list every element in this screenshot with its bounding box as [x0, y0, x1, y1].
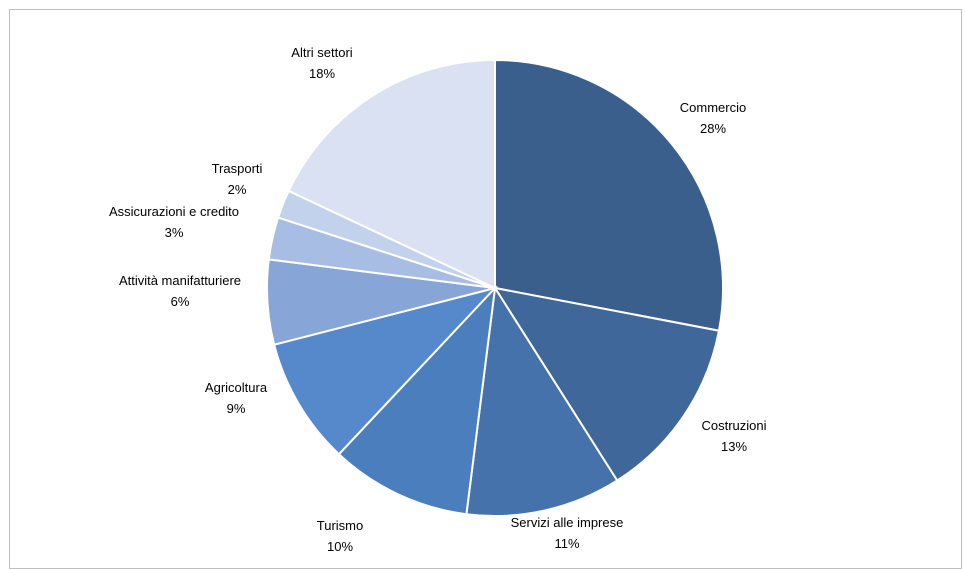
- pie-slices: [266, 58, 724, 517]
- slice-label: Turismo: [317, 518, 363, 533]
- slice-label: Assicurazioni e credito: [109, 204, 239, 219]
- slice-value-label: 10%: [327, 539, 353, 553]
- slice-value-label: 11%: [554, 536, 579, 551]
- slice-label: Agricoltura: [205, 380, 268, 395]
- slice-value-label: 6%: [171, 294, 190, 309]
- pie-slice-agricoltura: [272, 286, 499, 456]
- slice-label: Commercio: [680, 100, 746, 115]
- pie-slice-servizi-alle-imprese: [465, 285, 619, 517]
- slice-label: Trasporti: [212, 161, 263, 176]
- slice-label: Costruzioni: [701, 418, 766, 433]
- slice-label: Servizi alle imprese: [511, 515, 624, 530]
- slice-value-label: 28%: [700, 121, 726, 136]
- slice-value-label: 13%: [721, 439, 747, 454]
- slice-label: Altri settori: [291, 45, 353, 60]
- slice-value-label: 2%: [228, 182, 247, 197]
- pie-chart: Commercio 28% Costruzioni 13% Servizi alle i…: [109, 45, 767, 553]
- slice-value-label: 9%: [227, 401, 246, 416]
- pie-slice-costruzioni: [492, 286, 721, 482]
- pie-slice-turismo: [337, 285, 497, 516]
- pie-slice-commercio: [494, 58, 724, 332]
- slice-label: Attività manifatturiere: [119, 273, 241, 288]
- pie-labels: Commercio 28% Costruzioni 13% Servizi alle i…: [109, 45, 767, 553]
- slice-value-label: 3%: [165, 225, 184, 240]
- slice-value-label: 18%: [309, 66, 335, 81]
- pie-slice-altri-settori: [287, 58, 496, 290]
